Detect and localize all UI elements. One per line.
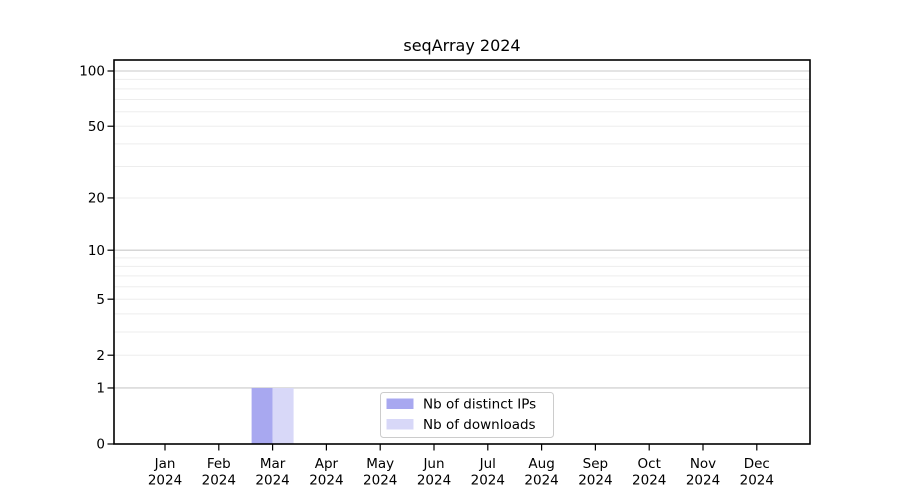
- legend-swatch-downloads: [386, 419, 414, 430]
- x-tick-label-year: 2024: [417, 473, 451, 489]
- x-axis: Jan2024Feb2024Mar2024Apr2024May2024Jun20…: [148, 444, 774, 489]
- major-gridlines: [114, 70, 810, 389]
- x-tick-label-month: Feb: [207, 456, 231, 472]
- legend-label-downloads: Nb of downloads: [423, 417, 536, 433]
- x-tick-label-month: Jul: [479, 456, 496, 472]
- x-tick-label-year: 2024: [255, 473, 289, 489]
- x-tick-label-month: Dec: [744, 456, 770, 472]
- x-tick-label-year: 2024: [202, 473, 236, 489]
- x-tick-label-month: Jan: [154, 456, 176, 472]
- x-tick-label-month: Aug: [528, 456, 554, 472]
- x-tick-label-month: Nov: [690, 456, 716, 472]
- y-tick-label: 100: [79, 64, 105, 80]
- legend: Nb of distinct IPs Nb of downloads: [380, 392, 554, 438]
- y-tick-label: 5: [96, 292, 105, 308]
- y-tick-label: 0: [96, 437, 105, 453]
- x-tick-label-month: Oct: [638, 456, 661, 472]
- bar: [272, 387, 294, 444]
- plot-border: [113, 59, 811, 445]
- legend-box: [380, 392, 554, 438]
- y-tick-label: 20: [88, 191, 105, 207]
- x-tick-label-year: 2024: [363, 473, 397, 489]
- y-axis: 0 1 2 5 10 20 50 100: [79, 64, 114, 453]
- x-tick-label-month: Sep: [583, 456, 608, 472]
- legend-swatch-distinct-ips: [386, 398, 414, 409]
- y-tick-label: 50: [88, 119, 105, 135]
- x-tick-label-year: 2024: [148, 473, 182, 489]
- x-tick-label-year: 2024: [686, 473, 720, 489]
- legend-label-distinct-ips: Nb of distinct IPs: [423, 397, 536, 413]
- x-tick-label-year: 2024: [578, 473, 612, 489]
- x-tick-label-year: 2024: [524, 473, 558, 489]
- minor-gridlines: [114, 78, 810, 356]
- y-tick-label: 1: [96, 381, 105, 397]
- x-tick-label-month: Mar: [260, 456, 286, 472]
- x-tick-label-month: Jun: [422, 456, 444, 472]
- y-tick-label: 2: [96, 348, 105, 364]
- x-tick-label-year: 2024: [309, 473, 343, 489]
- x-tick-label-month: Apr: [315, 456, 339, 472]
- x-tick-label-year: 2024: [740, 473, 774, 489]
- chart-title: seqArray 2024: [403, 36, 520, 55]
- x-tick-label-year: 2024: [632, 473, 666, 489]
- bar: [251, 387, 273, 444]
- x-tick-label-year: 2024: [471, 473, 505, 489]
- y-tick-label: 10: [88, 243, 105, 259]
- bars: [251, 387, 294, 444]
- x-tick-label-month: May: [366, 456, 394, 472]
